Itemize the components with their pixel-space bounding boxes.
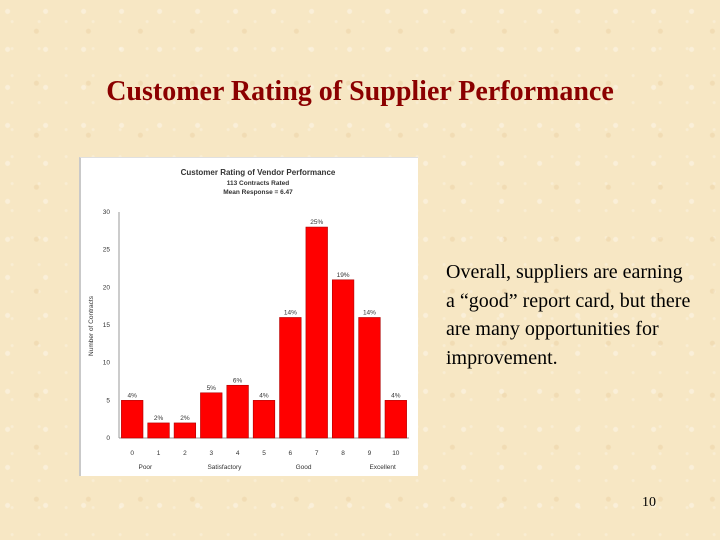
chart-bars: 4% 2% 2% 5% 6% 4% 14% 25% 19% 14% 4% bbox=[121, 219, 407, 439]
x-group-label: Good bbox=[296, 464, 312, 471]
x-tick-label: 3 bbox=[209, 450, 213, 457]
x-tick-label: 1 bbox=[157, 450, 161, 457]
bar bbox=[200, 392, 223, 439]
data-label: 14% bbox=[284, 309, 297, 316]
x-tick-label: 9 bbox=[368, 450, 372, 457]
y-axis-label: Number of Contracts bbox=[88, 295, 95, 356]
y-tick-label: 20 bbox=[103, 284, 111, 291]
x-tick-label: 5 bbox=[262, 450, 266, 457]
y-tick-label: 5 bbox=[106, 397, 110, 404]
data-label: 2% bbox=[154, 415, 164, 422]
x-tick-label: 0 bbox=[130, 450, 134, 457]
x-tick-label: 4 bbox=[236, 450, 240, 457]
y-tick-label: 15 bbox=[103, 322, 111, 329]
x-group-label: Poor bbox=[138, 464, 153, 471]
data-label: 4% bbox=[259, 392, 269, 399]
x-tick-label: 7 bbox=[315, 450, 319, 457]
data-label: 6% bbox=[233, 377, 243, 384]
bar bbox=[252, 400, 276, 439]
bar bbox=[331, 279, 355, 439]
chart-subtitle-line-2: Mean Response = 6.47 bbox=[223, 189, 293, 196]
data-label: 14% bbox=[363, 309, 376, 316]
data-label: 5% bbox=[207, 385, 217, 392]
data-label: 4% bbox=[127, 392, 137, 399]
bar bbox=[305, 226, 328, 439]
y-tick-label: 0 bbox=[106, 435, 110, 442]
chart-subtitle-line-1: 113 Contracts Rated bbox=[227, 180, 290, 187]
bar bbox=[279, 317, 302, 439]
data-label: 25% bbox=[310, 219, 323, 226]
y-tick-label: 25 bbox=[103, 247, 111, 254]
chart-title: Customer Rating of Vendor Performance bbox=[181, 168, 336, 177]
bar bbox=[384, 400, 407, 439]
bar bbox=[147, 422, 170, 439]
body-text: Overall, suppliers are earning a “good” … bbox=[446, 261, 691, 369]
x-group-label: Excellent bbox=[369, 464, 396, 471]
x-tick-label: 2 bbox=[183, 450, 187, 457]
bar bbox=[358, 317, 381, 439]
chart-svg: Customer Rating of Vendor Performance 11… bbox=[88, 168, 409, 471]
bar-chart: Customer Rating of Vendor Performance 11… bbox=[79, 157, 418, 476]
data-label: 2% bbox=[180, 415, 190, 422]
x-tick-label: 6 bbox=[289, 450, 293, 457]
data-label: 19% bbox=[337, 272, 350, 279]
bar bbox=[173, 422, 197, 439]
x-tick-label: 10 bbox=[392, 450, 400, 457]
slide-title: Customer Rating of Supplier Performance bbox=[106, 76, 614, 107]
x-group-label: Satisfactory bbox=[207, 464, 242, 471]
bar bbox=[226, 384, 249, 439]
x-tick-label: 8 bbox=[341, 450, 345, 457]
data-label: 4% bbox=[391, 392, 401, 399]
y-tick-label: 10 bbox=[103, 360, 111, 367]
page-number: 10 bbox=[642, 495, 656, 510]
bar bbox=[121, 400, 144, 439]
y-tick-label: 30 bbox=[103, 209, 111, 216]
